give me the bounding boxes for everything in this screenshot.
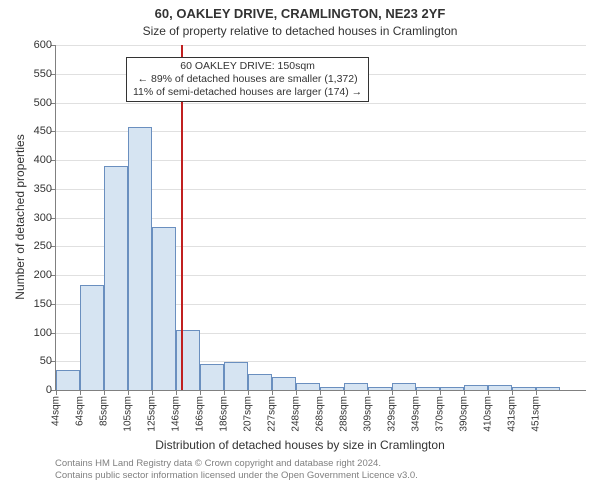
xtick-label: 288sqm <box>339 396 350 432</box>
xtick-mark <box>344 390 345 395</box>
xtick-mark <box>200 390 201 395</box>
xtick-label: 186sqm <box>219 396 230 432</box>
xtick-mark <box>512 390 513 395</box>
histogram-bar <box>392 383 416 390</box>
xtick-mark <box>56 390 57 395</box>
footer-line-2: Contains public sector information licen… <box>55 470 418 482</box>
histogram-bar <box>128 127 152 390</box>
xtick-label: 227sqm <box>267 396 278 432</box>
yaxis-label: Number of detached properties <box>13 0 27 442</box>
xtick-label: 85sqm <box>99 396 110 426</box>
xtick-mark <box>152 390 153 395</box>
ytick-label: 600 <box>34 39 52 51</box>
histogram-bar <box>80 285 104 390</box>
ytick-label: 300 <box>34 212 52 224</box>
xtick-label: 44sqm <box>51 396 62 426</box>
xtick-label: 309sqm <box>363 396 374 432</box>
histogram-bar <box>440 387 464 390</box>
xtick-mark <box>296 390 297 395</box>
ytick-label: 50 <box>40 355 52 367</box>
xtick-mark <box>248 390 249 395</box>
ytick-label: 100 <box>34 327 52 339</box>
xtick-label: 105sqm <box>123 396 134 432</box>
annotation-line-1: 60 OAKLEY DRIVE: 150sqm <box>133 60 362 73</box>
xtick-mark <box>464 390 465 395</box>
xtick-label: 146sqm <box>171 396 182 432</box>
xtick-label: 329sqm <box>387 396 398 432</box>
histogram-bar <box>56 370 80 390</box>
xtick-mark <box>536 390 537 395</box>
histogram-bar <box>152 227 176 390</box>
xtick-mark <box>368 390 369 395</box>
xtick-mark <box>104 390 105 395</box>
ytick-label: 550 <box>34 68 52 80</box>
title-sub: Size of property relative to detached ho… <box>0 24 600 38</box>
gridline <box>56 45 586 46</box>
xtick-mark <box>80 390 81 395</box>
xtick-mark <box>320 390 321 395</box>
xtick-mark <box>176 390 177 395</box>
histogram-bar <box>368 387 392 390</box>
histogram-bar <box>248 374 272 390</box>
xtick-mark <box>224 390 225 395</box>
xtick-mark <box>416 390 417 395</box>
xtick-label: 125sqm <box>147 396 158 432</box>
histogram-bar <box>512 387 536 390</box>
histogram-bar <box>488 385 512 390</box>
xtick-label: 349sqm <box>411 396 422 432</box>
histogram-bar <box>536 387 560 390</box>
footer: Contains HM Land Registry data © Crown c… <box>55 458 418 483</box>
xtick-mark <box>128 390 129 395</box>
xtick-label: 166sqm <box>195 396 206 432</box>
ytick-label: 250 <box>34 240 52 252</box>
xtick-label: 64sqm <box>75 396 86 426</box>
annotation-line-2: ← 89% of detached houses are smaller (1,… <box>133 73 362 86</box>
annotation-box: 60 OAKLEY DRIVE: 150sqm ← 89% of detache… <box>126 57 369 102</box>
histogram-bar <box>344 383 368 390</box>
ytick-label: 200 <box>34 269 52 281</box>
xaxis-label: Distribution of detached houses by size … <box>0 438 600 452</box>
xtick-label: 248sqm <box>291 396 302 432</box>
title-main: 60, OAKLEY DRIVE, CRAMLINGTON, NE23 2YF <box>0 6 600 21</box>
xtick-mark <box>392 390 393 395</box>
ytick-label: 150 <box>34 298 52 310</box>
xtick-label: 370sqm <box>435 396 446 432</box>
xtick-mark <box>272 390 273 395</box>
xtick-mark <box>440 390 441 395</box>
xtick-label: 390sqm <box>459 396 470 432</box>
footer-line-1: Contains HM Land Registry data © Crown c… <box>55 458 418 470</box>
histogram-bar <box>224 362 248 390</box>
ytick-label: 350 <box>34 183 52 195</box>
histogram-bar <box>296 383 320 390</box>
histogram-bar <box>272 377 296 390</box>
xtick-label: 451sqm <box>531 396 542 432</box>
plot-area: 05010015020025030035040045050055060044sq… <box>55 45 586 391</box>
ytick-label: 450 <box>34 125 52 137</box>
xtick-label: 268sqm <box>315 396 326 432</box>
xtick-mark <box>488 390 489 395</box>
ytick-label: 400 <box>34 154 52 166</box>
histogram-bar <box>200 364 224 390</box>
histogram-bar <box>416 387 440 390</box>
chart-container: 60, OAKLEY DRIVE, CRAMLINGTON, NE23 2YF … <box>0 0 600 500</box>
xtick-label: 207sqm <box>243 396 254 432</box>
gridline <box>56 103 586 104</box>
ytick-label: 500 <box>34 97 52 109</box>
xtick-label: 410sqm <box>483 396 494 432</box>
histogram-bar <box>320 387 344 390</box>
histogram-bar <box>464 385 488 390</box>
ytick-label: 0 <box>46 384 52 396</box>
histogram-bar <box>176 330 200 390</box>
annotation-line-3: 11% of semi-detached houses are larger (… <box>133 86 362 99</box>
histogram-bar <box>104 166 128 390</box>
xtick-label: 431sqm <box>507 396 518 432</box>
